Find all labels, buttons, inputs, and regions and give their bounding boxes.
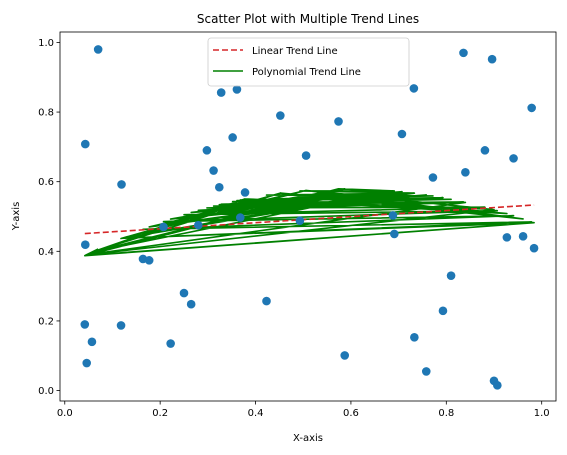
scatter-point: [388, 211, 398, 220]
scatter-point: [295, 216, 305, 225]
y-tick-label: 0.4: [38, 247, 54, 258]
poly-trend-layer: [84, 188, 535, 257]
y-tick-label: 1.0: [38, 38, 54, 49]
scatter-point: [529, 243, 539, 253]
scatter-point: [93, 45, 103, 54]
y-tick-label: 0.2: [38, 316, 54, 327]
scatter-point: [214, 182, 224, 192]
linear-trend-line: [84, 204, 535, 235]
x-tick-label: 0.8: [438, 408, 454, 419]
x-axis-ticks: 0.0 0.2 0.4 0.6 0.8 1.0: [57, 401, 550, 419]
scatter-points: [80, 45, 539, 390]
scatter-point: [502, 233, 512, 242]
scatter-point: [446, 271, 456, 280]
scatter-point: [493, 381, 502, 390]
scatter-point: [509, 154, 518, 163]
x-tick-label: 0.2: [152, 408, 168, 419]
scatter-point: [262, 296, 271, 306]
scatter-point: [194, 220, 203, 230]
scatter-point: [80, 240, 90, 249]
scatter-point: [409, 84, 419, 93]
legend-linear-label: Linear Trend Line: [252, 46, 338, 57]
x-tick-label: 0.6: [343, 408, 359, 419]
scatter-point: [527, 103, 536, 113]
scatter-point: [276, 111, 285, 120]
scatter-point: [228, 133, 237, 142]
scatter-point: [340, 351, 350, 360]
scatter-point: [209, 166, 218, 175]
poly-trend-line: [84, 188, 535, 257]
scatter-point: [438, 306, 448, 316]
scatter-point: [216, 88, 226, 97]
scatter-point: [82, 358, 92, 368]
scatter-point: [87, 337, 97, 347]
linear-trend-layer: [84, 204, 535, 235]
scatter-point: [179, 288, 189, 298]
scatter-point: [480, 146, 490, 155]
y-tick-label: 0.8: [38, 108, 54, 119]
legend-box: [207, 37, 410, 87]
scatter-point: [116, 321, 126, 330]
scatter-point: [232, 85, 242, 94]
scatter-point: [186, 299, 196, 309]
scatter-point: [80, 139, 90, 149]
scatter-point: [410, 332, 419, 342]
scatter-point: [144, 256, 154, 265]
plot-frame: [59, 31, 557, 402]
scatter-point: [240, 188, 250, 197]
scatter-point: [461, 167, 470, 177]
y-tick-label: 0.6: [38, 177, 54, 188]
x-tick-label: 0.4: [248, 408, 264, 419]
scatter-point: [202, 146, 212, 155]
x-tick-label: 1.0: [534, 408, 550, 419]
scatter-point: [117, 180, 126, 189]
y-axis-label: Y-axis: [11, 202, 22, 232]
scatter-point: [428, 173, 438, 182]
y-axis-ticks: 0.0 0.2 0.4 0.6 0.8 1.0: [38, 38, 60, 397]
legend-poly-label: Polynomial Trend Line: [252, 67, 361, 78]
scatter-point: [235, 213, 245, 222]
scatter-point: [518, 232, 528, 241]
scatter-point: [397, 129, 407, 139]
y-tick-label: 0.0: [38, 386, 54, 397]
x-tick-label: 0.0: [57, 408, 73, 419]
scatter-point: [487, 54, 497, 64]
scatter-point: [390, 229, 399, 239]
scatter-point: [166, 339, 175, 348]
scatter-point: [334, 117, 343, 126]
legend: Linear Trend Line Polynomial Trend Line: [207, 37, 410, 87]
scatter-point: [159, 222, 168, 232]
scatter-point: [301, 151, 311, 160]
chart-title: Scatter Plot with Multiple Trend Lines: [197, 12, 419, 26]
x-axis-label: X-axis: [293, 433, 323, 444]
scatter-point: [80, 320, 90, 329]
scatter-point: [459, 48, 468, 58]
scatter-point: [421, 367, 431, 376]
